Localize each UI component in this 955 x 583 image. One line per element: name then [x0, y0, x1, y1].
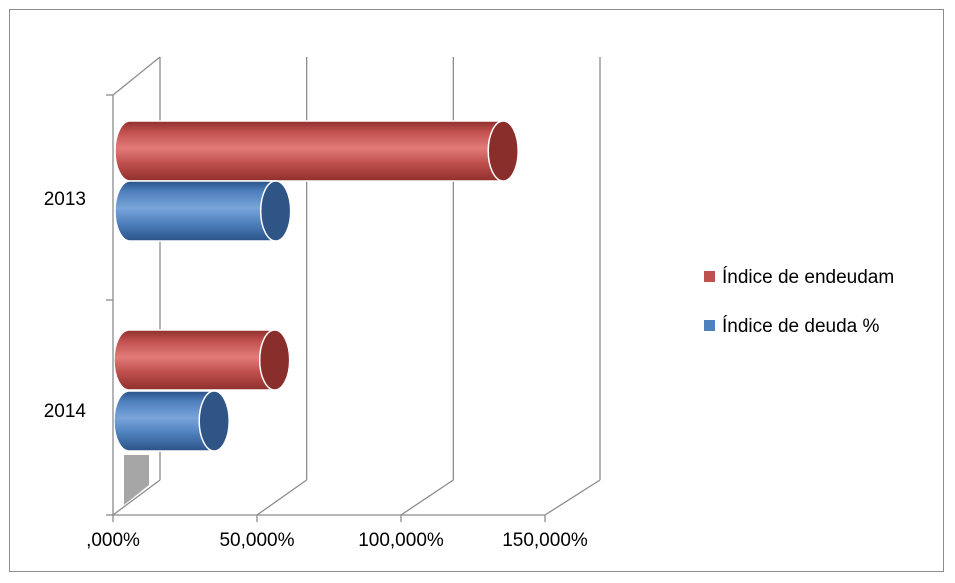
category-label: 2014: [44, 401, 87, 422]
bar-end-cap: [259, 180, 292, 242]
x-tick-label: ,000%: [86, 530, 140, 551]
bar-2013-endeudam: [114, 120, 519, 182]
x-tick-label: 150,000%: [502, 530, 588, 551]
legend-swatch: [704, 320, 715, 331]
x-tick-label: 100,000%: [358, 530, 444, 551]
bar-2014-endeudam: [113, 329, 291, 391]
legend-label: Índice de endeudam: [722, 267, 894, 288]
side-wall-top-edge: [112, 56, 161, 96]
legend-label: Índice de deuda %: [722, 316, 880, 337]
bar-end-cap: [258, 329, 291, 391]
floor-gridline-x-0: [112, 479, 161, 516]
bars: [113, 120, 519, 505]
bar-2014-deuda: [113, 390, 230, 452]
axes: ,000% 50,000% 100,000% 150,000% 2013 2014: [44, 94, 588, 551]
chart-frame: [9, 9, 944, 572]
bar-end-cap: [198, 390, 230, 452]
bar-end-cap: [487, 120, 519, 182]
floor-gridline-x-150: [544, 479, 601, 516]
category-label: 2013: [44, 189, 86, 210]
bar-2013-deuda: [114, 180, 292, 242]
floor-gridline-x-50: [256, 479, 308, 516]
x-tick-label: 50,000%: [219, 530, 294, 551]
bar-body: [114, 120, 519, 182]
floor-gridline-x-100: [400, 479, 454, 516]
bar-shadow: [124, 455, 149, 505]
legend-swatch: [704, 271, 715, 282]
legend: Índice de endeudam Índice de deuda %: [704, 267, 894, 337]
